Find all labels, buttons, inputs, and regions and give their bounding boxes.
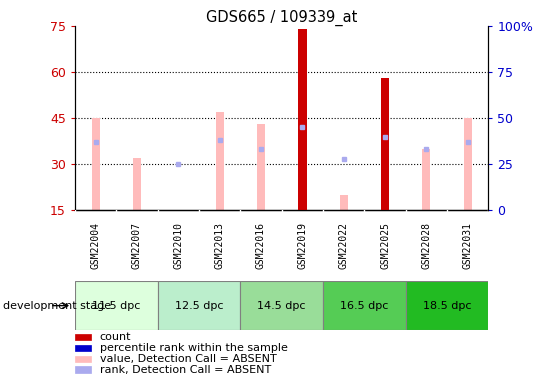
Bar (257, 124, 265, 210)
Text: 14.5 dpc: 14.5 dpc (258, 301, 306, 310)
Text: GSM22010: GSM22010 (173, 222, 183, 269)
Text: 11.5 dpc: 11.5 dpc (92, 301, 140, 310)
Bar (133, 158, 141, 210)
Text: GSM22031: GSM22031 (463, 222, 473, 269)
Bar (422, 149, 430, 210)
Text: development stage: development stage (3, 301, 111, 310)
Bar (464, 118, 472, 210)
Text: 16.5 dpc: 16.5 dpc (340, 301, 388, 310)
Text: GSM22004: GSM22004 (90, 222, 100, 269)
Bar (323, 281, 406, 330)
Bar (75, 356, 92, 362)
Text: 18.5 dpc: 18.5 dpc (423, 301, 471, 310)
Title: GDS665 / 109339_at: GDS665 / 109339_at (206, 10, 357, 26)
Bar (406, 281, 488, 330)
Text: percentile rank within the sample: percentile rank within the sample (100, 343, 287, 353)
Text: GSM22025: GSM22025 (380, 222, 390, 269)
Bar (92, 118, 99, 210)
Bar (340, 195, 347, 210)
Bar (158, 281, 240, 330)
Text: GSM22007: GSM22007 (132, 222, 142, 269)
Text: GSM22028: GSM22028 (421, 222, 431, 269)
Text: GSM22019: GSM22019 (297, 222, 307, 269)
Text: GSM22016: GSM22016 (256, 222, 266, 269)
Bar (174, 210, 182, 213)
Bar (75, 366, 92, 373)
Bar (75, 281, 158, 330)
Text: GSM22022: GSM22022 (339, 222, 349, 269)
Bar (298, 29, 307, 210)
Bar (240, 281, 323, 330)
Text: GSM22013: GSM22013 (215, 222, 225, 269)
Bar (381, 78, 390, 210)
Bar (299, 118, 306, 210)
Bar (75, 334, 92, 340)
Bar (75, 345, 92, 351)
Text: value, Detection Call = ABSENT: value, Detection Call = ABSENT (100, 354, 276, 364)
Bar (216, 112, 224, 210)
Bar (381, 118, 389, 210)
Text: 12.5 dpc: 12.5 dpc (175, 301, 223, 310)
Text: rank, Detection Call = ABSENT: rank, Detection Call = ABSENT (100, 364, 271, 375)
Text: count: count (100, 332, 131, 342)
